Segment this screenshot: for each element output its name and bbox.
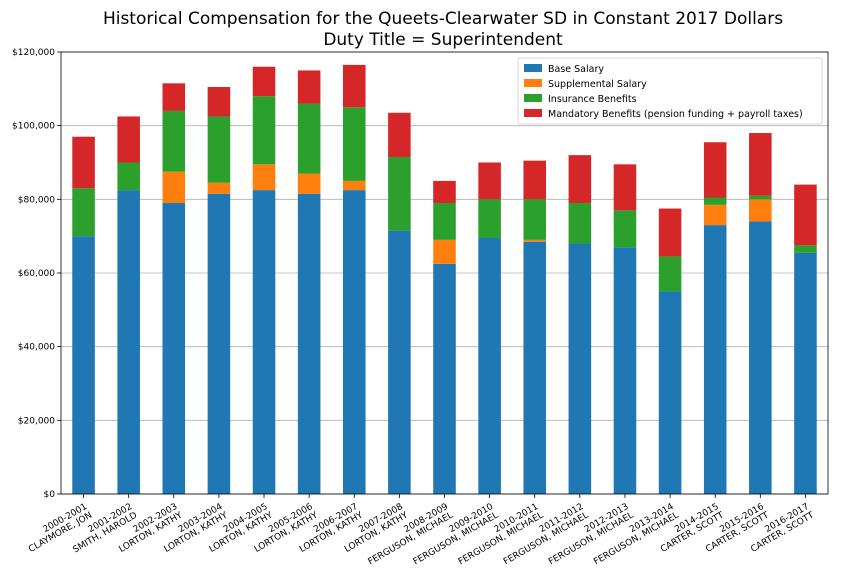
bar-supplemental-14 (703, 204, 727, 226)
bar-base-6 (342, 190, 366, 494)
bar-base-7 (388, 230, 411, 494)
bar-insurance-1 (117, 162, 140, 191)
bar-supplemental-8 (433, 239, 456, 264)
legend-swatch-1 (524, 79, 542, 87)
bar-insurance-12 (613, 210, 637, 248)
bar-supplemental-2 (162, 171, 186, 204)
bar-base-16 (794, 252, 817, 494)
bar-mandatory-1 (117, 116, 140, 163)
bar-mandatory-10 (523, 160, 547, 200)
bar-mandatory-15 (749, 133, 772, 196)
bar-base-3 (207, 193, 231, 494)
bar-base-10 (523, 241, 547, 494)
y-tick-label: $120,000 (12, 48, 55, 58)
bar-mandatory-11 (568, 155, 592, 204)
bar-insurance-13 (658, 256, 682, 292)
y-tick-label: $0 (44, 490, 56, 500)
legend-box (517, 57, 823, 125)
bar-mandatory-4 (252, 66, 276, 97)
y-tick-label: $80,000 (18, 195, 55, 205)
bar-base-15 (749, 221, 772, 494)
legend-label-2: Insurance Benefits (548, 94, 637, 105)
bar-supplemental-15 (749, 199, 772, 222)
bar-mandatory-7 (388, 112, 411, 157)
bar-insurance-4 (252, 96, 276, 165)
bar-supplemental-4 (252, 164, 276, 191)
legend-swatch-3 (524, 109, 542, 117)
bar-insurance-11 (568, 203, 592, 244)
plot-frame (60, 51, 829, 495)
y-tick-label: $40,000 (18, 343, 55, 353)
chart-subtitle: Duty Title = Superintendent (323, 30, 563, 50)
bar-insurance-9 (478, 199, 501, 239)
bar-base-1 (117, 190, 140, 494)
bar-base-8 (433, 263, 456, 494)
bar-insurance-15 (749, 195, 772, 200)
bar-insurance-8 (433, 203, 456, 240)
bar-insurance-6 (342, 107, 366, 181)
bar-insurance-10 (523, 199, 547, 240)
bar-supplemental-10 (523, 239, 547, 242)
legend-label-3: Mandatory Benefits (pension funding + pa… (548, 109, 803, 120)
bar-base-0 (72, 236, 95, 494)
bar-insurance-5 (297, 103, 321, 174)
bar-base-9 (478, 238, 501, 494)
bar-mandatory-2 (162, 83, 186, 111)
bar-mandatory-12 (613, 164, 637, 211)
bar-mandatory-16 (794, 184, 817, 246)
bar-supplemental-6 (342, 180, 366, 191)
bar-mandatory-9 (478, 162, 501, 200)
y-tick-label: $100,000 (12, 122, 55, 132)
bar-base-2 (162, 203, 186, 494)
legend-label-0: Base Salary (548, 64, 604, 75)
legend: Base Salary Supplemental Salary Insurance … (517, 57, 823, 125)
bar-base-12 (613, 247, 637, 494)
bar-insurance-2 (162, 110, 186, 172)
bar-base-4 (252, 190, 276, 494)
bar-base-14 (703, 225, 727, 494)
bar-insurance-0 (72, 188, 95, 237)
bar-mandatory-13 (658, 208, 682, 257)
bar-supplemental-3 (207, 182, 231, 194)
bar-mandatory-5 (297, 70, 321, 104)
y-axis: $0 $20,000 $40,000 $60,000 $80,000 $100,000 $1… (12, 48, 61, 500)
bar-mandatory-14 (703, 142, 727, 198)
bar-base-11 (568, 243, 592, 494)
y-tick-label: $20,000 (18, 416, 55, 426)
bar-base-13 (658, 291, 682, 494)
bars (72, 64, 817, 494)
y-tick-label: $60,000 (18, 269, 55, 279)
legend-label-1: Supplemental Salary (548, 79, 647, 90)
bar-mandatory-6 (342, 64, 366, 108)
bar-supplemental-5 (297, 173, 321, 194)
chart-title: Historical Compensation for the Queets-C… (103, 9, 783, 29)
bar-mandatory-3 (207, 86, 231, 117)
bar-mandatory-0 (72, 136, 95, 189)
bar-insurance-16 (794, 245, 817, 253)
legend-swatch-2 (524, 94, 542, 102)
bar-insurance-7 (388, 156, 411, 231)
bar-base-5 (297, 193, 321, 494)
bar-mandatory-8 (433, 180, 456, 204)
bar-insurance-14 (703, 197, 727, 205)
legend-swatch-0 (524, 64, 542, 72)
bar-insurance-3 (207, 116, 231, 183)
